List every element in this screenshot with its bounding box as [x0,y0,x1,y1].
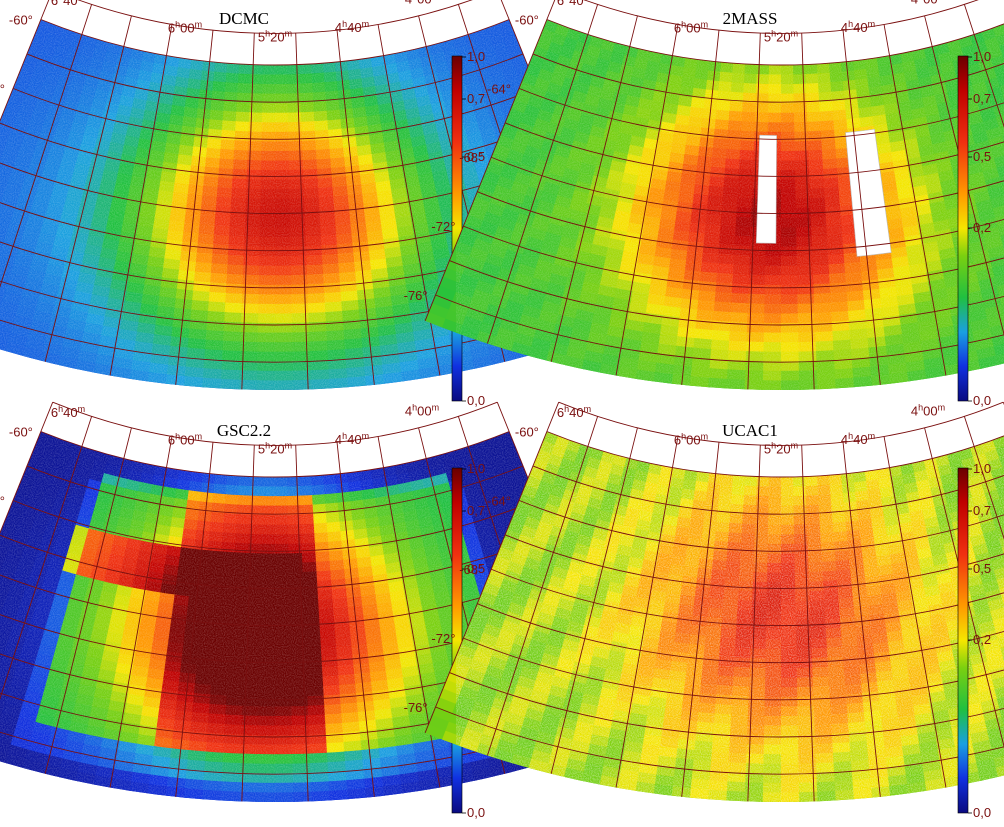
dec-tick-label: -68° [459,150,483,165]
colorbar: 1,0 0,7 0,5 0,2 0,0 [957,461,991,820]
dec-tick-label: -64° [487,493,511,508]
ra-tick-label: 6h00m [168,432,202,448]
colorbar-tick-label: 0,5 [973,561,991,576]
ra-tick-label: 6h00m [674,432,708,448]
panel-title: UCAC1 [722,421,778,440]
colorbar-tick-label: 0,7 [467,91,485,106]
chart-panel-4: UCAC1 6h40m 6h00m 5h20m 4h40m 4h00m -60° -64° -6… [404,401,1004,820]
ra-tick-label: 6h00m [168,20,202,36]
colorbar-tick-label: 0,7 [973,91,991,106]
colorbar-tick-label: 1,0 [973,461,991,476]
panel-title: DCMC [219,9,269,28]
ra-tick-label: 4h00m [911,402,945,418]
ra-tick-label: 6h40m [557,404,591,420]
dec-tick-label: -64° [0,81,5,96]
ra-tick-label: 6h40m [51,404,85,420]
ra-tick-label: 6h40m [557,0,591,8]
colorbar-tick-label: 1,0 [467,49,485,64]
dec-tick-label: -72° [431,219,455,234]
dec-tick-label: -76° [404,288,428,303]
colorbar-tick-label: 1,0 [973,49,991,64]
colorbar-tick-label: 0,2 [973,220,991,235]
colorbar-tick-label: 0,5 [467,561,485,576]
colorbar-tick-label: 0,2 [973,632,991,647]
ra-tick-label: 5h20m [764,441,798,457]
ra-tick-label: 5h20m [258,29,292,45]
dec-tick-label: -76° [404,700,428,715]
coordinate-grid [424,0,1004,390]
colorbar-tick-label: 0,5 [973,149,991,164]
coordinate-grid [424,401,1004,802]
colorbar-tick-label: 0,5 [467,149,485,164]
dec-tick-label: -60° [9,425,33,440]
ra-tick-label: 4h40m [335,431,369,447]
density-map [425,431,1004,803]
ra-tick-label: 4h40m [841,431,875,447]
colorbar-tick-label: 0,0 [973,393,991,408]
ra-tick-label: 4h00m [911,0,945,6]
dec-tick-label: -64° [0,493,5,508]
ra-tick-label: 6h00m [674,20,708,36]
colorbar-tick-label: 0,7 [467,503,485,518]
colorbar: 1,0 0,7 0,5 0,2 0,0 [957,49,991,408]
dec-tick-label: -68° [459,562,483,577]
colorbar-tick-label: 1,0 [467,461,485,476]
ra-tick-label: 5h20m [764,29,798,45]
dec-tick-label: -64° [487,81,511,96]
ra-tick-label: 4h00m [405,0,439,6]
dec-tick-label: -60° [515,425,539,440]
colorbar-tick-label: 0,7 [973,503,991,518]
ra-tick-label: 4h00m [405,402,439,418]
dec-tick-label: -60° [9,13,33,28]
colorbar-tick-label: 0,0 [467,393,485,408]
dec-tick-label: -72° [431,631,455,646]
ra-tick-label: 5h20m [258,441,292,457]
ra-tick-label: 6h40m [51,0,85,8]
colorbar-tick-label: 0,0 [467,805,485,820]
no-data-strip [755,134,777,244]
chart-panel-2: 2MASS 6h40m 6h00m 5h20m 4h40m 4h00m -60° -64° -6… [404,0,1004,408]
panel-title: GSC2.2 [217,421,271,440]
panel-title: 2MASS [723,9,778,28]
dec-tick-label: -60° [515,13,539,28]
colorbar-tick-label: 0,0 [973,805,991,820]
ra-tick-label: 4h40m [335,19,369,35]
ra-tick-label: 4h40m [841,19,875,35]
